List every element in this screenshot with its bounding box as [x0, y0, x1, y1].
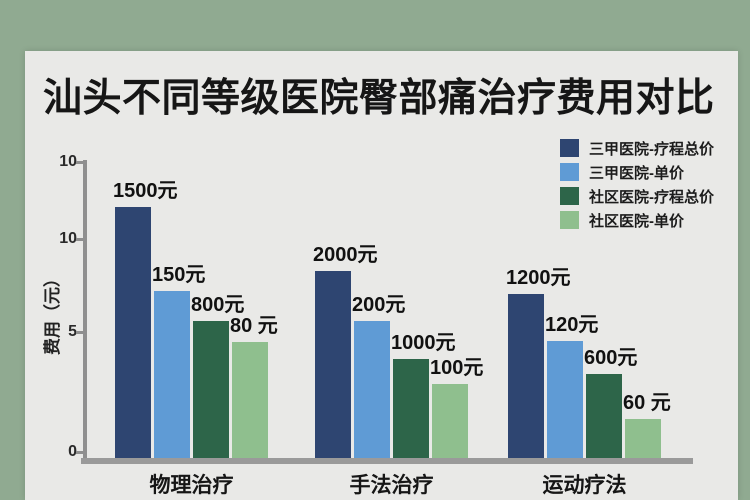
legend-label: 三甲医院-单价	[589, 164, 684, 182]
bar-手法治疗-社区医院-单价	[432, 384, 468, 458]
bar-运动疗法-社区医院-疗程总价	[586, 374, 622, 458]
legend-label: 社区医院-疗程总价	[589, 188, 714, 206]
legend-item: 三甲医院-疗程总价	[560, 139, 714, 158]
bar-物理治疗-三甲医院-单价	[154, 291, 190, 458]
x-axis	[81, 458, 693, 464]
bar-value-label: 100元	[430, 357, 484, 379]
bar-value-label: 150元	[152, 264, 206, 286]
legend-color-swatch	[560, 187, 579, 205]
bar-手法治疗-三甲医院-单价	[354, 321, 390, 458]
bar-value-label: 1200元	[506, 267, 571, 289]
bar-value-label: 200元	[352, 294, 406, 316]
y-tick-mark	[76, 161, 84, 164]
bar-物理治疗-社区医院-单价	[232, 342, 268, 458]
legend-item: 社区医院-疗程总价	[560, 187, 714, 206]
bar-value-label: 2000元	[313, 244, 378, 266]
legend-item: 社区医院-单价	[560, 211, 714, 230]
x-category-label: 物理治疗	[149, 474, 234, 497]
bar-value-label: 120元	[545, 314, 599, 336]
x-category-label: 运动疗法	[542, 474, 627, 497]
y-axis	[83, 160, 87, 464]
bar-物理治疗-社区医院-疗程总价	[193, 321, 229, 458]
y-axis-label: 费用（元）	[43, 270, 62, 355]
bar-物理治疗-三甲医院-疗程总价	[115, 207, 151, 458]
y-tick-label: 10	[59, 153, 77, 170]
chart-title: 汕头不同等级医院臀部痛治疗费用对比	[43, 77, 715, 120]
y-tick-mark	[76, 451, 84, 454]
y-tick-label: 10	[59, 230, 77, 247]
x-category-label: 手法治疗	[349, 474, 434, 497]
bar-value-label: 800元	[191, 294, 245, 316]
bar-value-label: 80 元	[230, 315, 278, 337]
legend-color-swatch	[560, 139, 579, 157]
y-tick-label: 5	[68, 323, 77, 340]
y-tick-mark	[76, 238, 84, 241]
bar-手法治疗-社区医院-疗程总价	[393, 359, 429, 458]
bar-运动疗法-三甲医院-疗程总价	[508, 294, 544, 458]
chart-card: 汕头不同等级医院臀部痛治疗费用对比 三甲医院-疗程总价 三甲医院-单价社区医院-疗…	[25, 51, 738, 500]
bar-value-label: 600元	[584, 347, 638, 369]
bar-value-label: 60 元	[623, 392, 671, 414]
legend-label: 社区医院-单价	[589, 212, 684, 230]
y-tick-label: 0	[68, 443, 77, 460]
bar-运动疗法-社区医院-单价	[625, 419, 661, 458]
legend-color-swatch	[560, 211, 579, 229]
bar-手法治疗-三甲医院-疗程总价	[315, 271, 351, 458]
chart-legend: 三甲医院-疗程总价 三甲医院-单价社区医院-疗程总价 社区医院-单价	[560, 139, 714, 230]
legend-label: 三甲医院-疗程总价	[589, 140, 714, 158]
legend-color-swatch	[560, 163, 579, 181]
y-tick-mark	[76, 331, 84, 334]
legend-item: 三甲医院-单价	[560, 163, 714, 182]
bar-value-label: 1500元	[113, 180, 178, 202]
bar-运动疗法-三甲医院-单价	[547, 341, 583, 458]
plot-area: 费用（元） 10 10 5 0 1500元 150元 800元 80 元物理治疗 2000元 20…	[25, 51, 738, 500]
bar-value-label: 1000元	[391, 332, 456, 354]
